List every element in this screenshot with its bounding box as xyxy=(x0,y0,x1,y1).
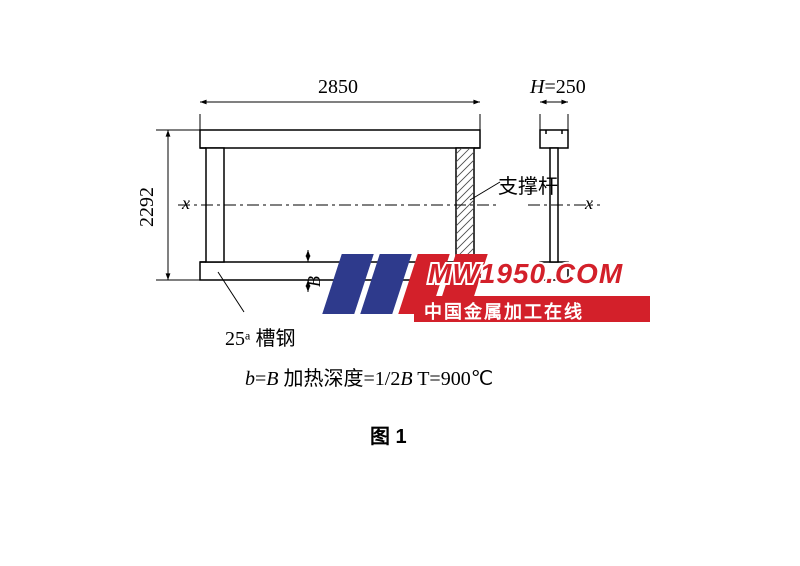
caption-formula: b=B 加热深度=1/2B T=900℃ xyxy=(245,362,493,391)
callout-support-rod: 支撑杆 xyxy=(498,170,558,199)
diagram-canvas: 2850 2292 H=250 B x x 支撑杆 25ᵃ 槽钢 b=B 加热深… xyxy=(0,0,800,566)
dim-top-label: 2850 xyxy=(318,76,358,99)
axis-x-left-label: x xyxy=(182,193,190,214)
watermark-main-text: MW1950.COM xyxy=(428,258,623,290)
dim-b-label: B xyxy=(304,276,325,287)
axis-x-right-label: x xyxy=(585,193,593,214)
watermark-subtext: 中国金属加工在线 xyxy=(424,298,584,324)
dim-left-label: 2292 xyxy=(136,187,159,227)
caption-figure: 图 1 xyxy=(370,420,407,449)
dim-h-label: H=250 xyxy=(530,76,586,99)
callout-channel-steel: 25ᵃ 槽钢 xyxy=(225,322,295,351)
